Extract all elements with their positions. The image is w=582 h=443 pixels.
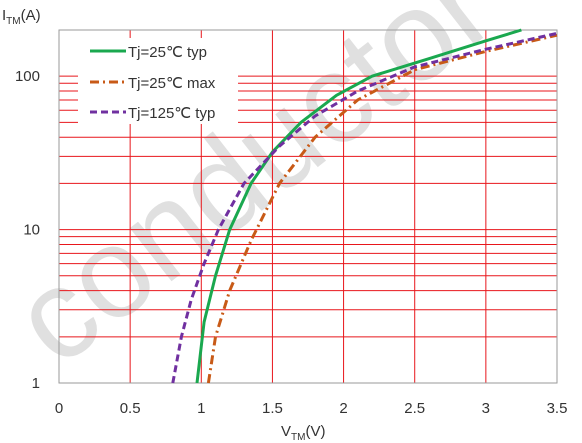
y-axis-label-main: I	[2, 7, 6, 24]
series-layer	[171, 28, 558, 384]
x-axis-label-unit: (V)	[305, 423, 325, 440]
x-tick-label: 0	[55, 400, 63, 417]
x-tick-label: 3.5	[547, 400, 568, 417]
tick-labels: 0 0.5 1 1.5 2 2.5 3 3.5 1 10 100	[15, 68, 567, 417]
series-line-1	[206, 33, 558, 384]
legend: Tj=25℃ typ Tj=25℃ max Tj=125℃ typ	[78, 38, 238, 124]
y-tick-label: 1	[32, 375, 40, 392]
legend-label-125-typ: Tj=125℃ typ	[128, 105, 215, 122]
x-tick-label: 2	[339, 400, 347, 417]
x-axis-label-main: V	[281, 423, 291, 440]
x-axis-label: VTM(V)	[281, 423, 325, 443]
watermark: conductor	[0, 0, 518, 392]
x-tick-label: 3	[482, 400, 490, 417]
x-tick-label: 0.5	[120, 400, 141, 417]
series-line-0	[195, 28, 522, 384]
y-axis-label-sub: TM	[6, 16, 20, 27]
x-axis-label-sub: TM	[291, 432, 305, 443]
x-tick-label: 1.5	[262, 400, 283, 417]
plot-frame	[58, 29, 558, 384]
y-tick-label: 100	[15, 68, 40, 85]
y-axis-label-unit: (A)	[21, 7, 41, 24]
x-tick-label: 2.5	[404, 400, 425, 417]
y-tick-label: 10	[23, 222, 40, 239]
x-tick-label: 1	[197, 400, 205, 417]
series-line-2	[171, 31, 558, 384]
legend-label-25-max: Tj=25℃ max	[128, 75, 216, 92]
svg-text:ITM(A): ITM(A)	[2, 7, 41, 27]
svg-text:VTM(V): VTM(V)	[281, 423, 325, 443]
legend-label-25-typ: Tj=25℃ typ	[128, 44, 207, 61]
y-axis-label: ITM(A)	[2, 7, 41, 27]
